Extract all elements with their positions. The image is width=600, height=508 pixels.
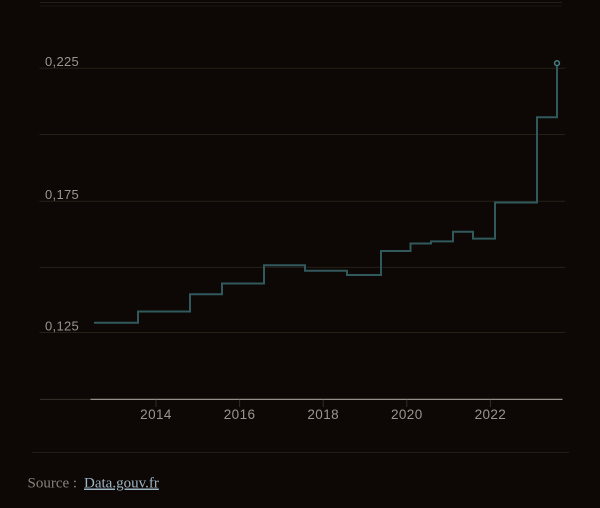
svg-text:2018: 2018 — [307, 407, 339, 422]
svg-text:2016: 2016 — [224, 407, 256, 422]
svg-text:2014: 2014 — [140, 407, 172, 422]
svg-text:0,125: 0,125 — [45, 319, 79, 334]
svg-text:0,225: 0,225 — [45, 54, 79, 69]
svg-text:0,175: 0,175 — [45, 187, 79, 202]
svg-text:Source :: Source : — [28, 476, 78, 492]
svg-text:Data.gouv.fr: Data.gouv.fr — [84, 476, 159, 492]
svg-text:2022: 2022 — [475, 407, 507, 422]
svg-text:2020: 2020 — [391, 407, 423, 422]
